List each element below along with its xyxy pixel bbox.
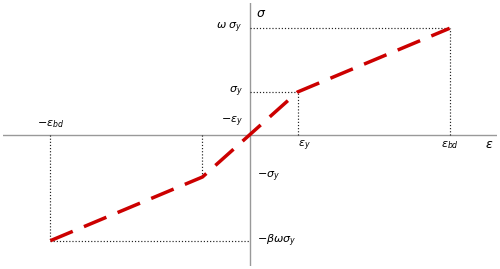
Text: $-\beta\omega\sigma_y$: $-\beta\omega\sigma_y$ [257, 232, 296, 249]
Text: $\omega\ \sigma_y$: $\omega\ \sigma_y$ [216, 21, 243, 36]
Text: $\sigma_y$: $\sigma_y$ [229, 85, 243, 99]
Text: $-\varepsilon_y$: $-\varepsilon_y$ [221, 115, 243, 129]
Text: $-\sigma_y$: $-\sigma_y$ [257, 170, 280, 184]
Text: $\varepsilon$: $\varepsilon$ [485, 138, 494, 151]
Text: $\sigma$: $\sigma$ [256, 7, 266, 20]
Text: $-\varepsilon_{bd}$: $-\varepsilon_{bd}$ [36, 118, 64, 130]
Text: $\varepsilon_{bd}$: $\varepsilon_{bd}$ [440, 139, 458, 151]
Text: $\varepsilon_y$: $\varepsilon_y$ [298, 139, 310, 153]
